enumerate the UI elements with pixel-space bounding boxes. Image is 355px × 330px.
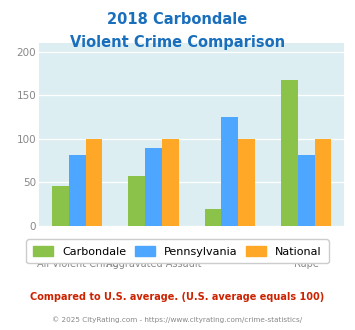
- Legend: Carbondale, Pennsylvania, National: Carbondale, Pennsylvania, National: [26, 239, 329, 263]
- Bar: [315, 139, 331, 226]
- Bar: [52, 186, 69, 226]
- Bar: [205, 209, 222, 226]
- Bar: [129, 176, 145, 226]
- Bar: [145, 148, 162, 226]
- Bar: [238, 139, 255, 226]
- Text: © 2025 CityRating.com - https://www.cityrating.com/crime-statistics/: © 2025 CityRating.com - https://www.city…: [53, 316, 302, 323]
- Bar: [222, 117, 238, 226]
- Text: 2018 Carbondale: 2018 Carbondale: [107, 12, 248, 26]
- Text: Aggravated Assault: Aggravated Assault: [106, 259, 201, 269]
- Bar: [162, 139, 179, 226]
- Bar: [69, 155, 86, 226]
- Bar: [281, 80, 298, 226]
- Text: Murder & Mans...: Murder & Mans...: [188, 246, 272, 255]
- Text: Compared to U.S. average. (U.S. average equals 100): Compared to U.S. average. (U.S. average …: [31, 292, 324, 302]
- Text: All Violent Crime: All Violent Crime: [37, 259, 118, 269]
- Text: Rape: Rape: [294, 259, 319, 269]
- Bar: [86, 139, 102, 226]
- Text: Robbery: Robbery: [133, 246, 174, 255]
- Text: Violent Crime Comparison: Violent Crime Comparison: [70, 35, 285, 50]
- Bar: [298, 154, 315, 226]
